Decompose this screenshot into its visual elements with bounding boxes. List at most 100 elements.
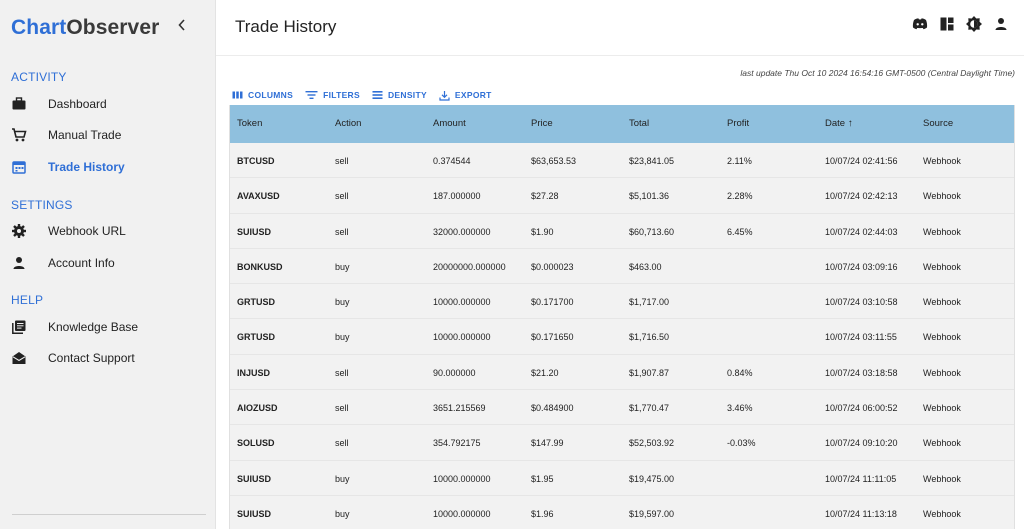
sort-ascending-icon[interactable]: ↑ <box>847 118 853 129</box>
sidebar-item-webhook-url[interactable]: Webhook URL <box>0 215 215 247</box>
cell-price: $1.90 <box>531 226 554 237</box>
column-header-total[interactable]: Total <box>629 118 650 129</box>
density-icon <box>372 91 383 99</box>
section-title-activity: ACTIVITY <box>11 70 67 84</box>
cell-date: 10/07/24 03:10:58 <box>825 297 898 308</box>
cell-price: $1.95 <box>531 473 554 484</box>
cell-action: buy <box>335 508 350 519</box>
person-icon <box>11 255 27 271</box>
density-button[interactable]: DENSITY <box>372 90 427 100</box>
cell-token: GRTUSD <box>237 297 275 308</box>
table-row[interactable]: SUIUSD buy 10000.000000 $1.96 $19,597.00 10/0… <box>230 495 1014 529</box>
table-row[interactable]: BONKUSD buy 20000000.000000 $0.000023 $463.0… <box>230 248 1014 285</box>
table-row[interactable]: BTCUSD sell 0.374544 $63,653.53 $23,841.05 2.… <box>230 143 1014 179</box>
column-header-action[interactable]: Action <box>335 118 362 129</box>
columns-button[interactable]: COLUMNS <box>232 90 293 100</box>
table-row[interactable]: SUIUSD buy 10000.000000 $1.95 $19,475.00 10/0… <box>230 460 1014 496</box>
sidebar-item-label: Knowledge Base <box>48 320 139 334</box>
export-button[interactable]: EXPORT <box>439 90 492 101</box>
sidebar-item-dashboard[interactable]: Dashboard <box>0 88 215 120</box>
cell-price: $147.99 <box>531 438 564 449</box>
cell-source: Webhook <box>923 332 961 343</box>
cell-amount: 354.792175 <box>433 438 481 449</box>
column-header-amount[interactable]: Amount <box>433 118 466 129</box>
cell-action: buy <box>335 297 350 308</box>
table-body: BTCUSD sell 0.374544 $63,653.53 $23,841.05 2.… <box>230 143 1014 529</box>
table-row[interactable]: GRTUSD buy 10000.000000 $0.171650 $1,716.50 1… <box>230 319 1014 355</box>
discord-icon[interactable] <box>911 15 929 33</box>
cell-date: 10/07/24 03:11:55 <box>825 332 897 343</box>
cell-action: buy <box>335 332 350 343</box>
collapse-sidebar-icon[interactable] <box>177 18 189 38</box>
cell-profit: 3.46% <box>727 403 753 414</box>
cell-source: Webhook <box>923 438 961 449</box>
column-header-token[interactable]: Token <box>237 118 263 129</box>
filters-button[interactable]: FILTERS <box>305 90 360 100</box>
cell-date: 10/07/24 06:00:52 <box>825 403 898 414</box>
sidebar-item-label: Contact Support <box>48 351 135 365</box>
section-title-settings: SETTINGS <box>11 198 73 212</box>
cell-token: BONKUSD <box>237 261 283 272</box>
mail-open-icon <box>11 350 27 366</box>
cell-source: Webhook <box>923 367 961 378</box>
cell-amount: 90.000000 <box>433 367 476 378</box>
cart-icon <box>11 127 27 143</box>
cell-profit: -0.03% <box>727 438 756 449</box>
last-update-text: last update Thu Oct 10 2024 16:54:16 GMT… <box>740 68 1015 78</box>
cell-source: Webhook <box>923 508 961 519</box>
cell-total: $52,503.92 <box>629 438 675 449</box>
column-header-profit[interactable]: Profit <box>727 118 750 129</box>
cell-total: $463.00 <box>629 261 662 272</box>
table-row[interactable]: AIOZUSD sell 3651.215569 $0.484900 $1,770.47… <box>230 390 1014 426</box>
dashboard-icon[interactable] <box>938 15 956 33</box>
cell-action: sell <box>335 367 349 378</box>
cell-total: $23,841.05 <box>629 156 675 166</box>
export-label: EXPORT <box>454 90 492 100</box>
cell-date: 10/07/24 02:44:03 <box>825 226 898 237</box>
column-header-date[interactable]: Date ↑ <box>825 118 853 129</box>
cell-source: Webhook <box>923 403 961 414</box>
cell-action: sell <box>335 191 349 202</box>
table-row[interactable]: INJUSD sell 90.000000 $21.20 $1,907.87 0.84% 1… <box>230 354 1014 391</box>
cell-date: 10/07/24 03:09:16 <box>825 261 898 272</box>
cell-token: INJUSD <box>237 367 271 378</box>
app-logo[interactable]: ChartObserver <box>11 16 159 40</box>
sidebar: ChartObserver ACTIVITY Dashboard Manual … <box>0 0 216 529</box>
brand-part-observer: Observer <box>66 16 160 39</box>
cell-total: $19,475.00 <box>629 473 675 484</box>
cell-profit: 0.84% <box>727 367 753 378</box>
download-icon <box>439 90 450 101</box>
library-icon <box>11 319 27 335</box>
sidebar-item-manual-trade[interactable]: Manual Trade <box>0 119 215 151</box>
sidebar-item-account-info[interactable]: Account Info <box>0 247 215 279</box>
cell-price: $1.96 <box>531 508 554 519</box>
page-title: Trade History <box>235 17 337 36</box>
cell-source: Webhook <box>923 191 961 202</box>
section-title-help: HELP <box>11 293 44 307</box>
sidebar-item-trade-history[interactable]: Trade History <box>0 151 215 183</box>
cell-amount: 10000.000000 <box>433 332 491 343</box>
table-row[interactable]: SOLUSD sell 354.792175 $147.99 $52,503.92 -0.… <box>230 425 1014 461</box>
cell-total: $1,907.87 <box>629 367 670 378</box>
grid-toolbar: COLUMNS FILTERS DENSITY EXPORT <box>232 88 504 102</box>
top-app-bar: Trade History <box>216 0 1024 56</box>
table-row[interactable]: SUIUSD sell 32000.000000 $1.90 $60,713.60 6.4… <box>230 213 1014 249</box>
sidebar-item-contact-support[interactable]: Contact Support <box>0 342 215 374</box>
cell-profit: 2.11% <box>727 156 752 166</box>
cell-date: 10/07/24 02:42:13 <box>825 191 898 202</box>
cell-profit: 6.45% <box>727 226 753 237</box>
table-row[interactable]: GRTUSD buy 10000.000000 $0.171700 $1,717.00 1… <box>230 284 1014 320</box>
cell-price: $0.000023 <box>531 261 574 272</box>
column-header-source[interactable]: Source <box>923 118 954 129</box>
table-row[interactable]: AVAXUSD sell 187.000000 $27.28 $5,101.36 2.28… <box>230 178 1014 214</box>
sidebar-item-knowledge-base[interactable]: Knowledge Base <box>0 311 215 343</box>
sidebar-item-label: Dashboard <box>48 97 107 111</box>
cell-source: Webhook <box>923 473 961 484</box>
brightness-icon[interactable] <box>965 15 983 33</box>
column-header-price[interactable]: Price <box>531 118 553 129</box>
cell-action: sell <box>335 226 349 237</box>
account-icon[interactable] <box>992 15 1010 33</box>
cell-action: buy <box>335 473 350 484</box>
columns-label: COLUMNS <box>248 90 294 100</box>
cell-action: sell <box>335 403 349 414</box>
